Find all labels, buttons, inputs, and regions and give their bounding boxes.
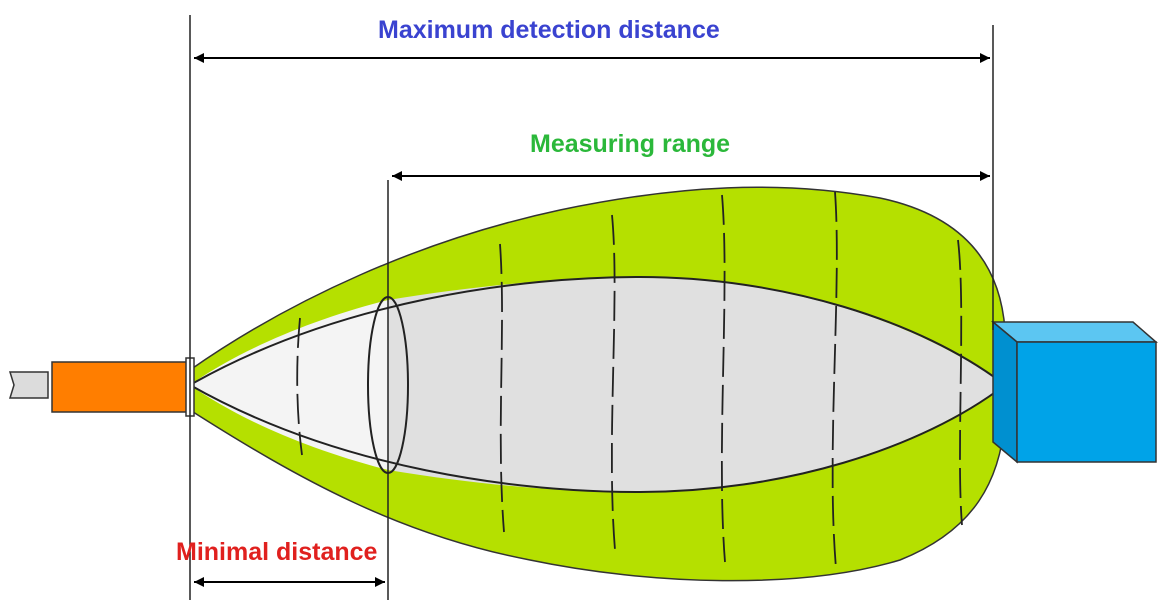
measuring-range-label: Measuring range bbox=[530, 130, 731, 158]
inner-measuring-lobe bbox=[388, 277, 1005, 492]
cross-section-line bbox=[610, 214, 616, 551]
cross-section-line bbox=[499, 243, 505, 533]
cross-section-lines bbox=[296, 191, 963, 569]
minimal-distance-label: Minimal distance bbox=[176, 538, 378, 566]
target-box-icon bbox=[990, 320, 1159, 464]
sensor-icon bbox=[8, 357, 195, 417]
near-zone bbox=[190, 300, 388, 470]
cross-section-line bbox=[831, 191, 838, 569]
cross-section-line bbox=[957, 239, 963, 526]
maximum-detection-distance-label: Maximum detection distance bbox=[378, 16, 720, 44]
reference-lines bbox=[189, 15, 994, 600]
cross-section-line bbox=[720, 194, 726, 563]
cross-section-line bbox=[296, 317, 303, 456]
